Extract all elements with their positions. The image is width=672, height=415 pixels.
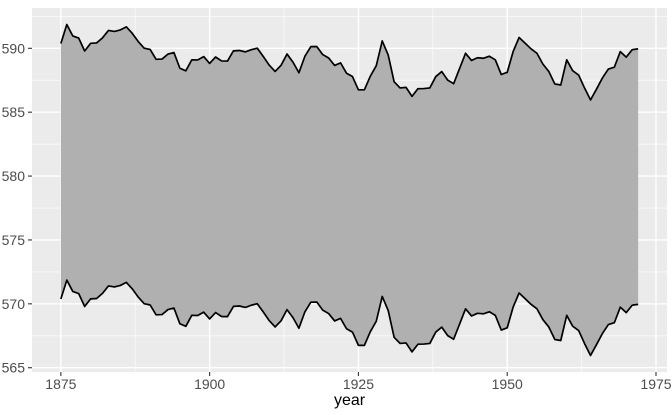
x-tick-label: 1975 bbox=[640, 376, 671, 392]
y-tick-label: 575 bbox=[2, 232, 26, 248]
x-tick-label: 1950 bbox=[492, 376, 523, 392]
plot-panel: 1875 1900 1925 1950 1975 565 570 575 580 585 590 bbox=[2, 8, 672, 392]
x-tick-label: 1900 bbox=[194, 376, 225, 392]
y-tick-label: 565 bbox=[2, 360, 26, 376]
x-tick-label: 1875 bbox=[45, 376, 76, 392]
lower-bound-line bbox=[60, 279, 639, 357]
x-axis-title: year bbox=[334, 392, 366, 409]
y-tick-label: 580 bbox=[2, 168, 26, 184]
y-tick-label: 570 bbox=[2, 296, 26, 312]
upper-bound-line bbox=[60, 23, 639, 101]
ribbon-area bbox=[60, 24, 639, 356]
x-tick-label: 1925 bbox=[343, 376, 374, 392]
y-tick-label: 590 bbox=[2, 40, 26, 56]
y-tick-label: 585 bbox=[2, 104, 26, 120]
